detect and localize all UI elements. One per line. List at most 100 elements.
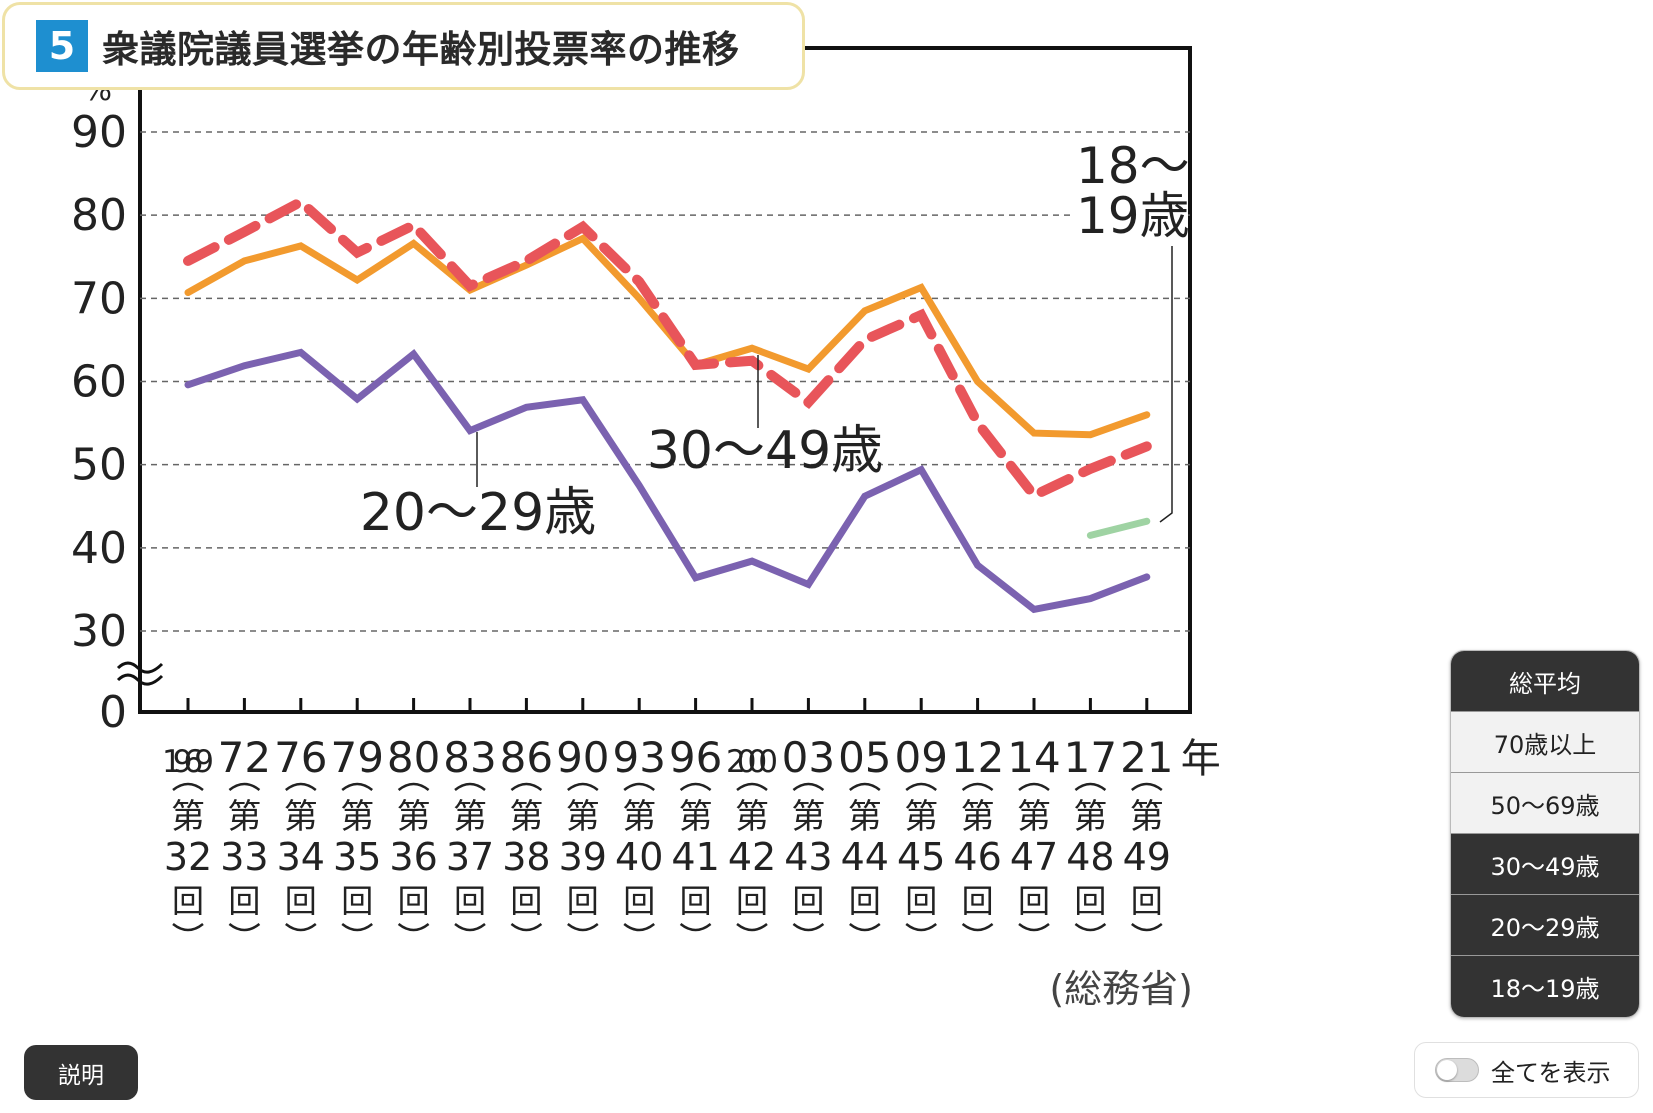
y-tick-label: 80 bbox=[71, 190, 127, 241]
x-session-suffix: 回 bbox=[1018, 882, 1050, 920]
x-session-prefix: 第 bbox=[735, 797, 769, 837]
x-session-number: 36 bbox=[389, 835, 437, 879]
x-session-paren-close bbox=[285, 922, 317, 932]
x-session-paren-open bbox=[454, 782, 486, 792]
x-session-prefix: 第 bbox=[791, 797, 825, 837]
series-line-20～29歳 bbox=[184, 348, 1151, 614]
x-session-paren-close bbox=[1131, 922, 1163, 932]
x-session-paren-close bbox=[172, 922, 204, 932]
show-all-toggle[interactable]: 全てを表示 bbox=[1414, 1042, 1639, 1098]
figure-number-badge: 5 bbox=[36, 20, 88, 72]
x-session-suffix: 回 bbox=[849, 882, 881, 920]
x-session-paren-open bbox=[510, 782, 543, 792]
legend-item-30-49[interactable]: 30～49歳 bbox=[1451, 834, 1639, 895]
x-session-suffix: 回 bbox=[285, 882, 317, 920]
x-session-paren-open bbox=[1074, 782, 1107, 792]
x-session-number: 33 bbox=[220, 835, 268, 879]
x-session-suffix: 回 bbox=[680, 882, 712, 920]
x-session-paren-close bbox=[736, 922, 768, 932]
x-session-paren-open bbox=[792, 782, 825, 792]
x-session-suffix: 回 bbox=[510, 882, 542, 920]
x-session-paren-close bbox=[1074, 922, 1107, 932]
legend-item-50-69[interactable]: 50～69歳 bbox=[1451, 773, 1639, 834]
x-session-suffix: 回 bbox=[228, 882, 260, 920]
x-session-paren-close bbox=[849, 922, 881, 932]
x-session-paren-open bbox=[679, 782, 712, 792]
axis-break-mark bbox=[116, 673, 164, 686]
y-tick-label: 70 bbox=[71, 273, 127, 324]
x-year-label: 14 bbox=[1007, 733, 1060, 782]
x-session-prefix: 第 bbox=[171, 797, 205, 837]
x-session-number: 45 bbox=[897, 835, 945, 879]
x-year-label: 2000 bbox=[726, 744, 778, 780]
x-session-prefix: 第 bbox=[622, 797, 656, 837]
x-year-label: 21 bbox=[1120, 733, 1173, 782]
x-session-number: 43 bbox=[784, 835, 832, 879]
x-year-suffix: 年 bbox=[1181, 736, 1221, 782]
plot-frame bbox=[138, 46, 1192, 714]
x-session-paren-close bbox=[679, 922, 712, 932]
x-session-suffix: 回 bbox=[341, 882, 373, 920]
x-session-paren-open bbox=[623, 782, 655, 792]
x-year-label: 90 bbox=[556, 733, 609, 782]
series-label-18-19-bg bbox=[1072, 136, 1188, 240]
series-label-30-49: 30～49歳 bbox=[647, 421, 883, 481]
x-session-paren-open bbox=[905, 782, 937, 792]
x-session-number: 47 bbox=[1010, 835, 1058, 879]
x-session-paren-close bbox=[623, 922, 655, 932]
x-session-number: 44 bbox=[841, 835, 889, 879]
y-tick-label-zero: 0 bbox=[99, 687, 127, 738]
x-session-paren-open bbox=[961, 782, 994, 792]
x-session-paren-open bbox=[1018, 782, 1050, 792]
x-session-suffix: 回 bbox=[172, 882, 204, 920]
x-session-prefix: 第 bbox=[848, 797, 882, 837]
show-all-label: 全てを表示 bbox=[1491, 1058, 1611, 1087]
x-session-paren-close bbox=[567, 922, 599, 932]
x-year-label: 1969 bbox=[162, 744, 214, 780]
x-session-number: 34 bbox=[277, 835, 325, 879]
x-session-prefix: 第 bbox=[1130, 797, 1164, 837]
x-session-paren-open bbox=[285, 782, 317, 792]
x-session-prefix: 第 bbox=[340, 797, 374, 837]
series-line-18～19歳 bbox=[1086, 517, 1151, 539]
toggle-knob bbox=[1437, 1060, 1457, 1080]
x-session-paren-close bbox=[454, 922, 486, 932]
x-session-prefix: 第 bbox=[1073, 797, 1107, 837]
x-session-prefix: 第 bbox=[904, 797, 938, 837]
x-session-paren-open bbox=[228, 782, 261, 792]
x-session-number: 49 bbox=[1123, 835, 1171, 879]
x-session-paren-open bbox=[172, 782, 204, 792]
y-tick-label: 60 bbox=[71, 357, 127, 408]
x-session-number: 46 bbox=[953, 835, 1001, 879]
x-session-prefix: 第 bbox=[566, 797, 600, 837]
x-session-paren-open bbox=[736, 782, 768, 792]
x-session-suffix: 回 bbox=[567, 882, 599, 920]
series-label-18-19-line1: 18～ bbox=[1076, 137, 1190, 195]
legend-item-18-19[interactable]: 18～19歳 bbox=[1451, 956, 1639, 1017]
x-session-prefix: 第 bbox=[453, 797, 487, 837]
x-session-paren-close bbox=[510, 922, 543, 932]
x-session-prefix: 第 bbox=[679, 797, 713, 837]
legend-item-20-29[interactable]: 20～29歳 bbox=[1451, 895, 1639, 956]
toggle-switch[interactable] bbox=[1435, 1058, 1479, 1082]
x-session-paren-close bbox=[792, 922, 825, 932]
legend-item-70-plus[interactable]: 70歳以上 bbox=[1451, 712, 1639, 773]
x-session-prefix: 第 bbox=[961, 797, 995, 837]
y-tick-label: 90 bbox=[71, 107, 127, 158]
series-label-20-29: 20～29歳 bbox=[360, 483, 596, 543]
x-session-number: 35 bbox=[333, 835, 381, 879]
x-year-label: 83 bbox=[443, 733, 496, 782]
x-year-label: 96 bbox=[669, 733, 722, 782]
explain-button[interactable]: 説明 bbox=[24, 1045, 138, 1100]
y-tick-label: 30 bbox=[71, 606, 127, 657]
x-session-paren-close bbox=[228, 922, 261, 932]
x-session-paren-close bbox=[1018, 922, 1050, 932]
x-session-paren-close bbox=[397, 922, 430, 932]
series-line-series-1 bbox=[183, 195, 1152, 502]
x-session-paren-close bbox=[905, 922, 937, 932]
x-session-suffix: 回 bbox=[736, 882, 768, 920]
legend-item-total-average[interactable]: 総平均 bbox=[1451, 651, 1639, 712]
x-session-paren-open bbox=[397, 782, 430, 792]
x-session-suffix: 回 bbox=[1131, 882, 1163, 920]
x-session-paren-open bbox=[1131, 782, 1163, 792]
